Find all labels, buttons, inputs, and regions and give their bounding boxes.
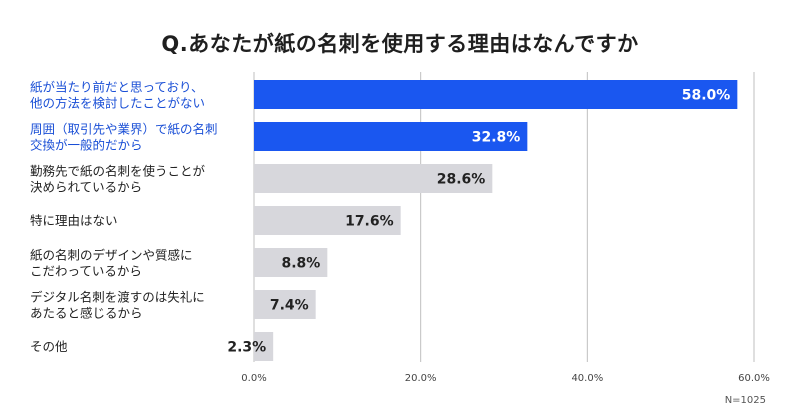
category-label: 交換が一般的だから [30, 138, 143, 153]
bar [254, 332, 274, 361]
bar [254, 80, 738, 109]
bar [254, 248, 328, 277]
category-label: デジタル名刺を渡すのは失礼に [30, 290, 205, 305]
category-label: 勤務先で紙の名刺を使うことが [30, 164, 206, 179]
chart-title: Q.あなたが紙の名刺を使用する理由はなんですか [161, 32, 639, 56]
x-tick-label: 40.0% [571, 373, 603, 384]
sample-size-note: N=1025 [724, 395, 766, 406]
x-tick-label: 0.0% [241, 373, 266, 384]
data-label: 8.8% [282, 256, 321, 272]
data-label: 17.6% [345, 214, 394, 230]
category-label: 他の方法を検討したことがない [30, 96, 205, 111]
category-label: 紙が当たり前だと思っており、 [30, 80, 204, 95]
category-label: あたると感じるから [30, 306, 143, 321]
category-label: その他 [30, 339, 68, 354]
bar [254, 290, 316, 319]
category-label: こだわっているから [30, 264, 142, 279]
data-label: 28.6% [437, 172, 486, 188]
x-tick-label: 60.0% [738, 373, 770, 384]
data-label: 58.0% [682, 88, 731, 104]
data-label: 7.4% [270, 298, 309, 314]
category-label: 特に理由はない [30, 213, 118, 228]
bar [254, 122, 528, 151]
data-label: 32.8% [472, 130, 521, 146]
category-label: 周囲（取引先や業界）で紙の名刺 [30, 122, 218, 137]
data-label: 2.3% [227, 340, 266, 356]
bar [254, 206, 401, 235]
x-tick-label: 20.0% [405, 373, 437, 384]
bar [254, 164, 493, 193]
category-label: 決められているから [30, 180, 142, 195]
category-label: 紙の名刺のデザインや質感に [30, 248, 193, 263]
